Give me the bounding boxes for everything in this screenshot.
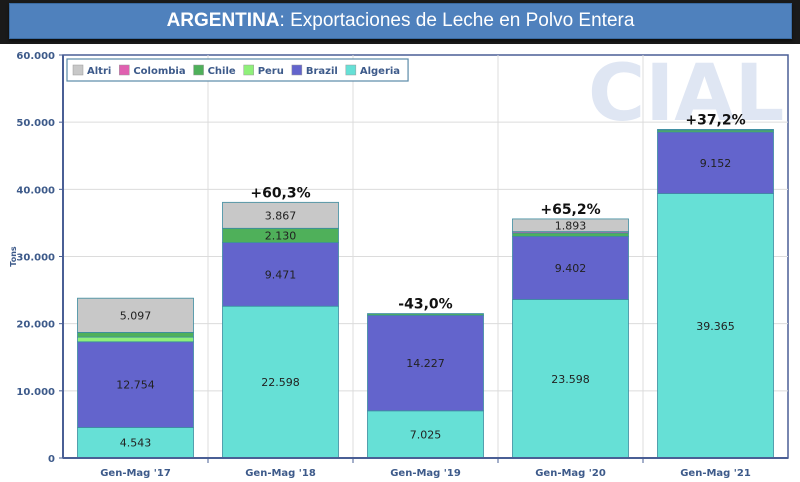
bar-segment-brazil (77, 341, 194, 428)
bar-segment-altri (77, 297, 194, 333)
bar-segment-altri (657, 129, 774, 131)
legend: Altri Colombia Chile Peru Brazil Algeria (66, 58, 409, 82)
x-tick-label: Gen-Mag '17 (100, 468, 171, 479)
bar-value-label: 9.152 (700, 157, 732, 170)
bar-segment-brazil (222, 242, 339, 307)
bar-value-label: 22.598 (261, 376, 300, 389)
x-tick-label: Gen-Mag '18 (245, 468, 316, 479)
bar-value-label: 4.543 (120, 437, 152, 450)
growth-annotation: -43,0% (398, 297, 452, 313)
bar-segment-chile (77, 332, 194, 338)
watermark-logo: CIAL (588, 49, 784, 139)
title-text: : Exportaciones de Leche en Polvo Entera (279, 10, 635, 31)
legend-swatch-brazil (291, 64, 303, 76)
growth-annotation: +65,2% (540, 202, 600, 218)
legend-label-algeria: Algeria (360, 66, 400, 77)
bar-value-label: 9.471 (265, 268, 297, 281)
growth-annotation: +37,2% (685, 112, 745, 128)
bar-value-label: 5.097 (120, 309, 152, 322)
bar-segment-algeria (512, 299, 629, 459)
bar-segment-algeria (367, 410, 484, 459)
y-tick-label: 0 (48, 454, 55, 465)
legend-box (66, 58, 409, 82)
x-tick-label: Gen-Mag '19 (390, 468, 461, 479)
legend-swatch-colombia (119, 64, 130, 76)
bars: 4.543 12.754 5.097 22.598 9.471 2.130 3.867 +60… (77, 112, 774, 459)
bar-value-label: 9.402 (555, 262, 587, 275)
y-tick-label: 40.000 (16, 185, 55, 196)
bar-value-label: 2.130 (265, 229, 297, 242)
legend-swatch-peru (243, 64, 254, 76)
bar-value-label: 14.227 (406, 357, 445, 370)
y-tick-label: 10.000 (16, 387, 55, 398)
growth-annotation: +60,3% (250, 185, 310, 201)
legend-label-colombia: Colombia (133, 66, 185, 77)
legend-label-brazil: Brazil (306, 66, 338, 77)
legend-label-altri: Altri (87, 66, 111, 77)
legend-swatch-chile (193, 64, 204, 76)
y-tick-label: 60.000 (16, 51, 55, 62)
bar-value-label: 7.025 (410, 428, 442, 441)
title-band: ARGENTINA: Exportaciones de Leche en Pol… (0, 0, 800, 44)
bar-segment-brazil (657, 131, 774, 194)
bar-segment-chile (512, 232, 629, 237)
bar-segment-peru (77, 336, 194, 343)
axes: 0 10.000 20.000 30.000 40.000 50.000 60.000 Ton… (9, 51, 788, 479)
bar-value-label: 1.893 (555, 219, 587, 232)
legend-swatch-algeria (345, 64, 357, 76)
bar-segment-chile (367, 313, 484, 316)
bar-value-label: 23.598 (551, 373, 590, 386)
bar-segment-altri (512, 218, 629, 233)
bar-value-label: 39.365 (696, 320, 735, 333)
chart: CIAL 4.543 12.754 5.097 22.598 9.471 2.130 3.8… (9, 49, 789, 479)
legend-label-chile: Chile (208, 66, 236, 77)
legend-label-peru: Peru (258, 66, 284, 77)
bar-value-label: 12.754 (116, 379, 155, 392)
x-tick-label: Gen-Mag '21 (680, 468, 751, 479)
y-axis-title: Tons (9, 246, 18, 267)
title-country: ARGENTINA (166, 10, 280, 31)
y-tick-label: 20.000 (16, 320, 55, 331)
bar-segment-brazil (512, 235, 629, 300)
bar-value-label: 3.867 (265, 209, 297, 222)
y-tick-label: 30.000 (16, 253, 55, 264)
y-tick-label: 50.000 (16, 118, 55, 129)
chart-title: ARGENTINA: Exportaciones de Leche en Pol… (9, 3, 792, 39)
x-tick-label: Gen-Mag '20 (535, 468, 606, 479)
legend-swatch-altri (72, 64, 84, 76)
bar-segment-altri (222, 201, 339, 229)
bar-segment-algeria (657, 193, 774, 459)
